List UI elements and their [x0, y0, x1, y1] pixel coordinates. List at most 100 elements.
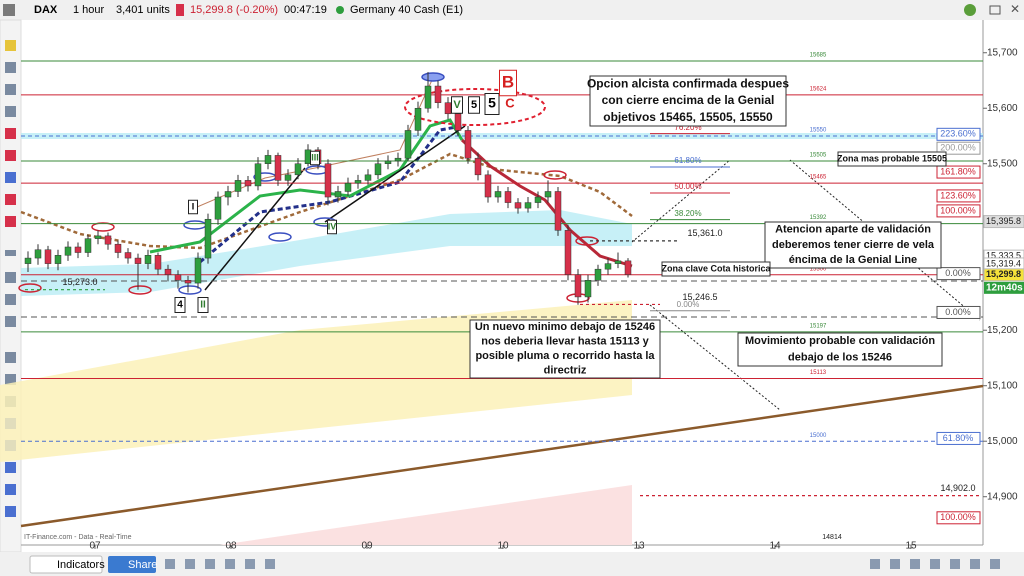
status-dot: [336, 6, 344, 14]
short-level-label: 15,246.5: [682, 292, 717, 302]
tool[interactable]: [5, 462, 16, 473]
level-label: 15685: [810, 53, 827, 59]
tool[interactable]: [910, 559, 920, 569]
tool[interactable]: [245, 559, 255, 569]
timeframe[interactable]: 1 hour: [73, 4, 105, 16]
tool[interactable]: [225, 559, 235, 569]
level-label: 15300: [810, 266, 827, 272]
candle-body: [434, 85, 442, 103]
tool[interactable]: [5, 40, 16, 51]
short-level-label: 15,273.0: [62, 277, 97, 287]
indicators-label[interactable]: Indicators: [57, 559, 105, 571]
candle-body: [164, 268, 172, 275]
tool[interactable]: [5, 250, 16, 256]
candle-body: [264, 155, 272, 164]
share-label[interactable]: Share: [128, 559, 157, 571]
indicators-button[interactable]: [29, 555, 103, 574]
fib-tag-label: 223.60%: [940, 129, 976, 139]
fib-tag-label: 200.00%: [940, 143, 976, 153]
y-tick-label: 15,100: [987, 380, 1018, 391]
price-tag: [983, 215, 1024, 229]
candle-body: [544, 191, 552, 198]
tool[interactable]: [5, 62, 16, 73]
bottom-level-label: 14814: [822, 534, 842, 541]
tool[interactable]: [5, 294, 16, 305]
x-tick-label: 08: [225, 541, 237, 552]
share-icon[interactable]: [964, 4, 976, 16]
candle-body: [484, 174, 492, 198]
candle-body: [274, 155, 282, 181]
share-button[interactable]: [108, 556, 156, 573]
wave-box: [174, 297, 186, 313]
candle-body: [424, 85, 432, 109]
tool[interactable]: [5, 172, 16, 183]
instrument: Germany 40 Cash (E1): [350, 4, 463, 16]
x-tick-label: 14: [769, 541, 781, 552]
tool[interactable]: [5, 106, 16, 117]
units[interactable]: 3,401 units: [116, 4, 170, 16]
tool[interactable]: [930, 559, 940, 569]
tool[interactable]: [970, 559, 980, 569]
level-label: 15392: [810, 215, 827, 221]
window-button[interactable]: [989, 5, 1001, 15]
candle-body: [444, 102, 452, 115]
annotation-text: Atencion aparte de validación: [775, 224, 931, 236]
tool[interactable]: [5, 506, 16, 517]
annotation-text: deberemos tener cierre de vela: [772, 239, 935, 251]
tool[interactable]: [5, 352, 16, 363]
candle-body: [614, 260, 622, 264]
tool[interactable]: [205, 559, 215, 569]
tool[interactable]: [165, 559, 175, 569]
annotation-box: [737, 332, 943, 367]
data-source: IT-Finance.com - Data - Real-Time: [24, 534, 132, 541]
annotation-text: con cierre encima de la Genial: [602, 93, 775, 107]
price-tag-label: 15,299.8: [986, 269, 1021, 279]
candle-body: [74, 246, 82, 253]
tool[interactable]: [870, 559, 880, 569]
annotation-box: [661, 261, 771, 277]
tool[interactable]: [5, 484, 16, 495]
red-zone: [220, 485, 632, 545]
y-tick-label: 15,700: [987, 47, 1018, 58]
tool[interactable]: [890, 559, 900, 569]
tool[interactable]: [950, 559, 960, 569]
level-label: 15624: [810, 86, 827, 92]
tool[interactable]: [5, 128, 16, 139]
tool[interactable]: [5, 316, 16, 327]
tool[interactable]: [5, 216, 16, 227]
close-button[interactable]: ✕: [1010, 2, 1020, 16]
y-tick-label: 15,500: [987, 158, 1018, 169]
y-tick-label: 15,200: [987, 325, 1018, 336]
annotation-text: éncima de la Genial Line: [789, 254, 917, 266]
candle-body: [464, 130, 472, 159]
symbol[interactable]: DAX: [34, 4, 58, 16]
candle-body: [534, 196, 542, 203]
annotation-text: Movimiento probable con validación: [745, 335, 935, 347]
fib-tag-label: 0.00%: [945, 307, 971, 317]
tool[interactable]: [5, 194, 16, 205]
candle-body: [214, 196, 222, 220]
candle-body: [34, 249, 42, 259]
bottom-tools: [165, 559, 1000, 569]
candle-body: [114, 243, 122, 253]
indicators: [0, 72, 984, 545]
tool[interactable]: [5, 374, 16, 385]
tool[interactable]: [990, 559, 1000, 569]
wave-box: [451, 96, 463, 114]
menu-icon[interactable]: [3, 4, 15, 16]
tool[interactable]: [5, 150, 16, 161]
tool[interactable]: [265, 559, 275, 569]
tool[interactable]: [5, 84, 16, 95]
fib-label: 38.20%: [674, 209, 701, 218]
candle-body: [134, 257, 142, 264]
wave-label: V: [453, 99, 461, 111]
wave-box: [484, 93, 500, 115]
tool[interactable]: [5, 272, 16, 283]
projection: [631, 159, 731, 243]
tool[interactable]: [185, 559, 195, 569]
annotation-box: [469, 319, 661, 379]
fib-tag-label: 161.80%: [940, 166, 976, 176]
candle-body: [204, 218, 212, 259]
x-tick-label: 07: [89, 541, 101, 552]
price-tag-label: 15,395.8: [986, 216, 1021, 226]
